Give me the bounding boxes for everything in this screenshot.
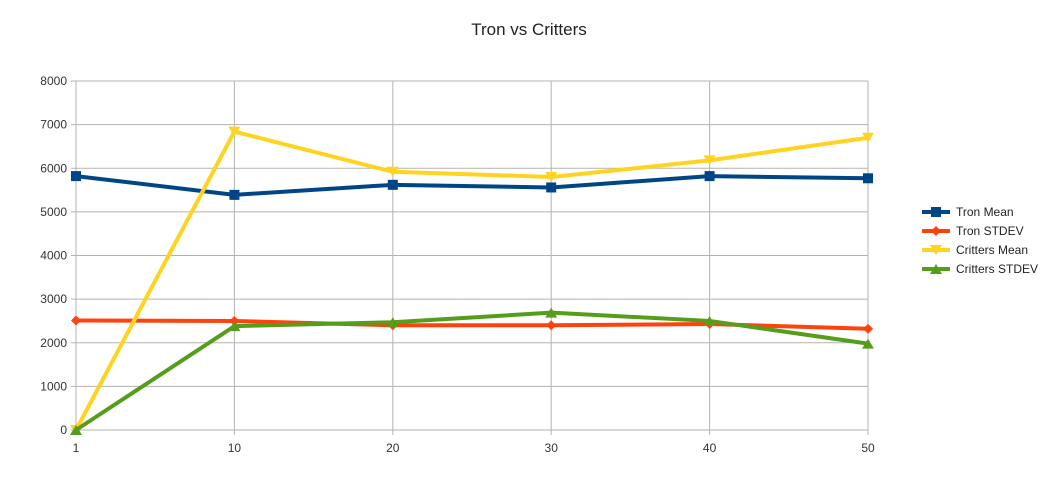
legend-label: Critters Mean [956, 243, 1028, 257]
legend-marker [931, 207, 941, 217]
data-point [703, 315, 716, 326]
data-point [228, 126, 241, 137]
legend-marker [931, 226, 941, 236]
data-point [386, 166, 399, 177]
data-point [545, 171, 558, 182]
series-tron-mean [71, 171, 873, 200]
y-tick-label: 4000 [40, 249, 67, 263]
series-lines [70, 126, 874, 435]
data-point [545, 307, 558, 318]
y-tick-label: 2000 [40, 336, 67, 350]
y-tick-label: 3000 [40, 292, 67, 306]
legend-item: Tron STDEV [922, 224, 1024, 238]
legend-marker [930, 245, 942, 255]
data-point [386, 317, 399, 328]
data-point [387, 179, 398, 190]
data-point [546, 320, 557, 331]
legend-label: Tron Mean [956, 205, 1014, 219]
data-point [863, 323, 873, 334]
data-point [862, 338, 874, 349]
y-tick-label: 7000 [40, 118, 67, 132]
x-tick-label: 1 [73, 441, 80, 455]
data-point [70, 425, 82, 435]
x-tick-label: 20 [386, 441, 400, 455]
data-point [71, 171, 81, 182]
series-line [74, 310, 869, 432]
series-critters-mean [70, 126, 874, 435]
data-point [862, 132, 874, 143]
data-point [229, 315, 240, 326]
series-line [74, 129, 869, 431]
legend-item: Critters STDEV [922, 262, 1038, 276]
y-tick-label: 1000 [40, 379, 67, 393]
y-tick-label: 0 [60, 423, 67, 437]
y-tick-label: 6000 [40, 161, 67, 175]
x-tick-label: 30 [545, 441, 559, 455]
data-point [704, 171, 715, 182]
legend-item: Tron Mean [922, 205, 1014, 219]
data-point [229, 189, 240, 200]
legend: Tron Mean Tron STDEV Critters Mean Critters… [922, 205, 1038, 276]
x-tick-label: 10 [228, 441, 242, 455]
x-tick-label: 50 [861, 441, 875, 455]
chart-title: Tron vs Critters [471, 20, 587, 39]
legend-label: Critters STDEV [956, 262, 1038, 276]
legend-marker [930, 264, 942, 274]
y-tick-label: 8000 [40, 74, 67, 88]
series-line [75, 174, 869, 197]
y-tick-label: 5000 [40, 205, 67, 219]
data-point [703, 155, 716, 166]
data-point [228, 321, 241, 332]
data-point [546, 182, 557, 193]
legend-item: Critters Mean [922, 243, 1028, 257]
data-point [863, 173, 873, 184]
grid [75, 80, 869, 431]
data-point [71, 315, 81, 326]
series-critters-stdev [70, 307, 874, 435]
axes: 0 1000 2000 3000 4000 5000 6000 7000 8000 1 10 20 30… [40, 74, 875, 455]
legend-label: Tron STDEV [956, 224, 1024, 238]
x-tick-label: 40 [703, 441, 717, 455]
